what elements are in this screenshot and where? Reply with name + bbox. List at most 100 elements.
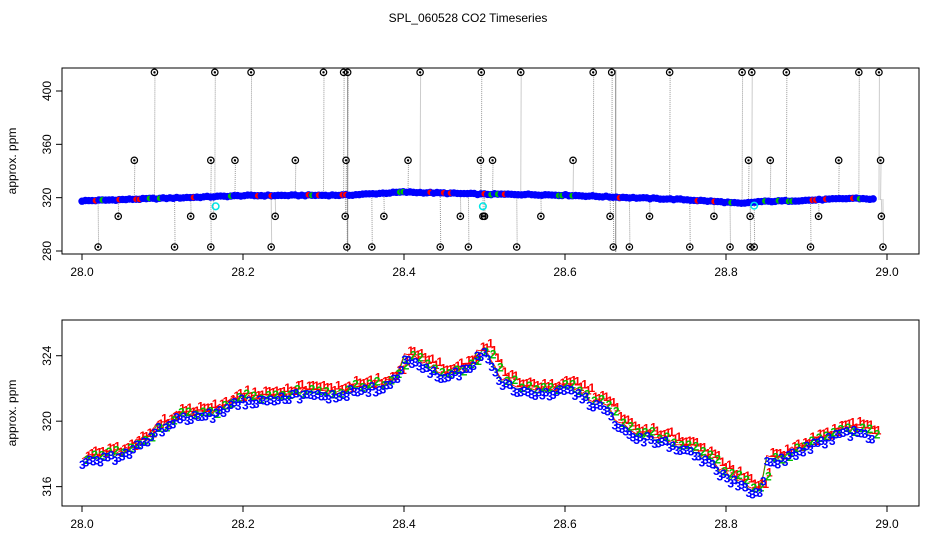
outlier-point	[130, 156, 139, 165]
series-2-point: 2	[316, 384, 323, 398]
outlier-point	[207, 156, 215, 165]
series-3-point: 3	[738, 478, 745, 492]
series-1-point: 1	[766, 465, 773, 479]
outlier-point-center	[209, 159, 212, 162]
series-3-point: 3	[858, 427, 865, 441]
series-2-point: 2	[852, 425, 859, 439]
outlier-point	[589, 68, 597, 77]
bottom-chart-y-axis: 316 320 324	[40, 345, 63, 497]
outlier-point	[480, 212, 489, 221]
series-1-point: 1	[436, 355, 443, 369]
baseline-point	[869, 195, 877, 203]
series-1-point: 1	[668, 425, 675, 439]
outlier-point-center	[688, 245, 691, 249]
series-3-point: 3	[184, 414, 191, 428]
series-2-point: 2	[309, 383, 316, 397]
outlier-spike-line	[858, 72, 860, 199]
series-1-point: 1	[762, 477, 769, 491]
outlier-spike-line	[749, 202, 752, 248]
series-1-point: 1	[744, 469, 751, 483]
series-3-point: 3	[503, 377, 510, 391]
series-2-point: 2	[113, 444, 120, 458]
outlier-spike-line	[346, 195, 348, 248]
outlier-spike-line	[97, 200, 100, 248]
series-2-point: 2	[519, 381, 526, 395]
outlier-point-center	[344, 159, 348, 162]
series-1-point: 1	[433, 358, 440, 372]
series-3-point: 3	[213, 406, 220, 420]
series-1-point: 1	[625, 413, 632, 427]
series-2-point: 2	[91, 448, 98, 462]
outlier-spike-line	[729, 202, 732, 248]
series-1-point: 1	[139, 429, 146, 443]
outlier-point	[855, 68, 863, 77]
series-1-point: 1	[752, 477, 759, 491]
series-3-point: 3	[235, 399, 242, 413]
outlier-point-center	[345, 245, 349, 249]
series-2-point: 2	[214, 407, 221, 421]
series-3-point: 3	[130, 443, 137, 457]
outlier-point	[231, 156, 239, 165]
outlier-point	[625, 243, 634, 251]
series-2-point: 2	[606, 398, 613, 412]
outlier-spike-line	[753, 202, 756, 248]
series-2-point: 2	[388, 373, 395, 387]
top-chart-y-tick-label: 280	[40, 241, 54, 261]
series-3-point: 3	[188, 413, 195, 427]
outlier-point	[319, 68, 328, 77]
outlier-point-center	[515, 245, 518, 249]
series-3-point: 3	[115, 451, 122, 465]
series-2-point: 2	[533, 383, 540, 397]
series-1-point: 1	[212, 397, 219, 411]
series-1-point: 1	[397, 363, 404, 377]
series-3-point: 3	[108, 449, 115, 463]
series-3-point: 3	[847, 430, 854, 444]
series-3-point: 3	[525, 385, 532, 399]
series-1-point: 1	[545, 379, 552, 393]
outlier-point-center	[322, 71, 325, 74]
series-1-point: 1	[458, 356, 465, 370]
outlier-spike-line	[250, 72, 253, 196]
series-1-point: 1	[755, 478, 762, 492]
top-chart-x-tick-label: 28.4	[392, 265, 416, 279]
series-1-point: 1	[357, 376, 364, 390]
outlier-point-center	[153, 71, 156, 74]
series-1-point: 1	[237, 387, 244, 401]
series-1-point: 1	[683, 435, 690, 449]
series-2-point: 2	[801, 439, 808, 453]
series-1-point: 1	[516, 375, 523, 389]
series-1-point: 1	[531, 376, 538, 390]
series-1-point: 1	[128, 437, 135, 451]
series-3-point: 3	[383, 378, 390, 392]
series-1-point: 1	[107, 441, 114, 455]
outlier-point-center	[96, 245, 100, 249]
series-1-point: 1	[92, 444, 99, 458]
series-1-point: 1	[723, 460, 730, 474]
series-3-point: 3	[796, 444, 803, 458]
series-3-point: 3	[112, 454, 119, 468]
outlier-point-center	[249, 71, 253, 74]
outlier-spike-line	[407, 160, 410, 193]
series-3-point: 3	[278, 390, 285, 404]
outlier-point	[170, 243, 179, 251]
series-3-point: 3	[767, 456, 774, 470]
series-3-point: 3	[568, 383, 575, 397]
outlier-spike-line	[294, 160, 297, 196]
series-2-point: 2	[837, 423, 844, 437]
series-3-point: 3	[79, 458, 86, 472]
series-1-point: 1	[628, 415, 635, 429]
series-1-point: 1	[241, 390, 248, 404]
series-1-point: 1	[447, 363, 454, 377]
series-3-point: 3	[514, 386, 521, 400]
outlier-point	[456, 212, 465, 221]
top-chart-y-tick-label: 400	[40, 81, 54, 101]
series-3-point: 3	[579, 393, 586, 407]
series-3-point: 3	[231, 396, 238, 410]
outlier-spike-line	[572, 160, 575, 196]
series-1-point: 1	[715, 448, 722, 462]
series-3-point: 3	[372, 386, 379, 400]
series-3-point: 3	[865, 432, 872, 446]
series-1-point: 1	[154, 421, 161, 435]
series-2-point: 2	[620, 416, 627, 430]
series-3-point: 3	[583, 390, 590, 404]
